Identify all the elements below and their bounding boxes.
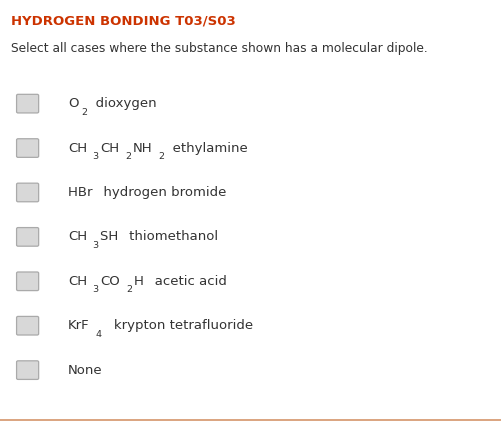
- Text: NH: NH: [132, 142, 152, 154]
- Text: 3: 3: [92, 152, 98, 161]
- Text: 3: 3: [92, 285, 98, 294]
- Text: ethylamine: ethylamine: [165, 142, 247, 154]
- Text: Select all cases where the substance shown has a molecular dipole.: Select all cases where the substance sho…: [11, 42, 427, 55]
- Text: 2: 2: [158, 152, 164, 161]
- Text: 2: 2: [81, 107, 87, 117]
- Text: CH: CH: [68, 275, 87, 288]
- Text: SH  thiomethanol: SH thiomethanol: [100, 231, 218, 243]
- FancyBboxPatch shape: [17, 316, 39, 335]
- FancyBboxPatch shape: [17, 228, 39, 246]
- FancyBboxPatch shape: [17, 183, 39, 202]
- Text: KrF: KrF: [68, 319, 89, 332]
- Text: O: O: [68, 97, 78, 110]
- Text: 2: 2: [125, 152, 131, 161]
- Text: CH: CH: [68, 142, 87, 154]
- Text: HBr  hydrogen bromide: HBr hydrogen bromide: [68, 186, 225, 199]
- FancyBboxPatch shape: [17, 361, 39, 379]
- Text: 3: 3: [92, 241, 98, 250]
- Text: dioxygen: dioxygen: [89, 97, 156, 110]
- FancyBboxPatch shape: [17, 94, 39, 113]
- Text: 4: 4: [96, 330, 102, 339]
- Text: krypton tetrafluoride: krypton tetrafluoride: [103, 319, 253, 332]
- Text: CH: CH: [100, 142, 119, 154]
- Text: HYDROGEN BONDING T03/S03: HYDROGEN BONDING T03/S03: [11, 15, 235, 28]
- Text: None: None: [68, 364, 102, 376]
- Text: CH: CH: [68, 231, 87, 243]
- Text: CO: CO: [100, 275, 120, 288]
- Text: 2: 2: [126, 285, 132, 294]
- Text: H  acetic acid: H acetic acid: [133, 275, 226, 288]
- FancyBboxPatch shape: [17, 139, 39, 157]
- FancyBboxPatch shape: [17, 272, 39, 291]
